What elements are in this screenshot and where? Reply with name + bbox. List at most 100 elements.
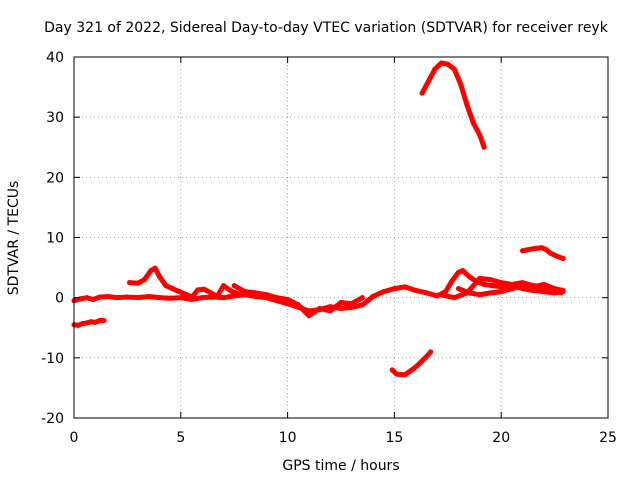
data-point xyxy=(231,283,237,289)
data-point xyxy=(406,369,412,375)
data-point xyxy=(539,245,545,251)
data-point xyxy=(381,289,387,295)
x-tick-label: 25 xyxy=(599,430,617,446)
data-point xyxy=(208,290,214,296)
data-point xyxy=(75,322,81,328)
data-point xyxy=(84,295,90,301)
data-point xyxy=(498,280,504,286)
data-point xyxy=(477,132,483,138)
data-point xyxy=(105,293,111,299)
data-point xyxy=(411,366,417,372)
data-point xyxy=(449,278,455,284)
data-point xyxy=(127,280,133,286)
y-tick-label: 20 xyxy=(46,170,64,186)
x-axis: 0 5 10 15 20 25 xyxy=(70,57,617,446)
data-point xyxy=(415,362,421,368)
series-track-upper-right xyxy=(520,245,566,262)
data-point xyxy=(488,290,494,296)
data-point xyxy=(295,302,301,308)
data-point xyxy=(460,268,466,274)
data-point xyxy=(97,318,103,324)
data-point xyxy=(101,318,107,324)
series-track-main-1 xyxy=(71,284,440,314)
series-track-peak xyxy=(419,60,487,150)
data-point xyxy=(146,293,152,299)
x-tick-label: 20 xyxy=(492,430,510,446)
data-point xyxy=(423,354,429,360)
data-point xyxy=(338,305,344,311)
x-tick-label: 5 xyxy=(176,430,185,446)
data-point xyxy=(167,295,173,301)
data-point xyxy=(338,299,344,305)
data-point xyxy=(156,295,162,301)
series-line xyxy=(419,60,487,150)
x-tick-label: 0 xyxy=(70,430,79,446)
x-axis-label: GPS time / hours xyxy=(282,458,399,474)
x-tick-label: 10 xyxy=(279,430,297,446)
data-point xyxy=(80,321,86,327)
y-axis-label: SDTVAR / TECUs xyxy=(6,181,22,296)
data-point xyxy=(285,296,291,302)
data-point xyxy=(229,289,235,295)
data-point xyxy=(327,308,333,314)
data-point xyxy=(560,256,566,262)
x-tick-label: 15 xyxy=(385,430,403,446)
data-point xyxy=(156,274,162,280)
data-point xyxy=(135,295,141,301)
data-point xyxy=(451,66,457,72)
data-point xyxy=(477,292,483,298)
data-point xyxy=(481,144,487,150)
y-tick-label: -20 xyxy=(41,411,64,427)
data-point xyxy=(466,274,472,280)
data-point xyxy=(426,78,432,84)
data-point xyxy=(432,66,438,72)
data-point xyxy=(253,290,259,296)
data-point xyxy=(370,293,376,299)
data-point xyxy=(490,283,496,289)
data-point xyxy=(84,320,90,326)
data-marks xyxy=(71,60,566,378)
data-point xyxy=(455,286,461,292)
data-point xyxy=(419,90,425,96)
data-point xyxy=(77,296,83,302)
data-point xyxy=(221,283,227,289)
chart-title: Day 321 of 2022, Sidereal Day-to-day VTE… xyxy=(44,20,609,36)
data-point xyxy=(274,295,280,301)
data-point xyxy=(438,60,444,66)
data-point xyxy=(402,372,408,378)
data-point xyxy=(498,284,504,290)
series-track-mid xyxy=(231,283,365,319)
data-point xyxy=(359,295,365,301)
data-point xyxy=(552,286,558,292)
y-tick-label: 30 xyxy=(46,110,64,126)
y-tick-label: 10 xyxy=(46,231,64,247)
data-point xyxy=(182,291,188,297)
data-point xyxy=(195,287,201,293)
data-point xyxy=(509,286,515,292)
data-point xyxy=(135,280,141,286)
series-track-low-start xyxy=(71,318,107,328)
data-point xyxy=(541,281,547,287)
series-track-hump-a xyxy=(127,265,197,301)
data-point xyxy=(201,286,207,292)
data-point xyxy=(306,313,312,319)
data-point xyxy=(242,289,248,295)
data-point xyxy=(466,290,472,296)
y-tick-label: 40 xyxy=(46,50,64,66)
data-point xyxy=(141,277,147,283)
data-point xyxy=(488,277,494,283)
data-point xyxy=(238,292,244,298)
data-point xyxy=(263,292,269,298)
data-point xyxy=(455,269,461,275)
data-point xyxy=(90,296,96,302)
data-point xyxy=(88,319,94,325)
data-point xyxy=(188,295,194,301)
data-point xyxy=(451,295,457,301)
series-line xyxy=(434,268,566,299)
data-point xyxy=(520,248,526,254)
data-point xyxy=(359,302,365,308)
data-point xyxy=(530,284,536,290)
data-point xyxy=(481,281,487,287)
data-point xyxy=(464,102,470,108)
data-point xyxy=(148,268,154,274)
